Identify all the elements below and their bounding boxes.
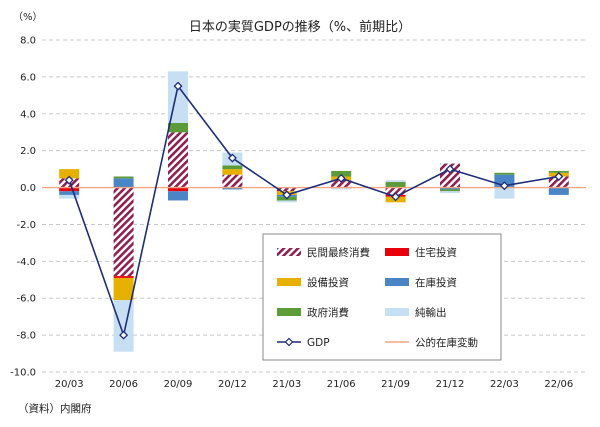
- gdp-marker: [119, 330, 129, 340]
- bar-segment-govt: [331, 170, 352, 177]
- bar-segment-consumption: [331, 180, 352, 188]
- bar-segment-housing: [168, 187, 188, 192]
- legend-label-housing: 住宅投資: [415, 246, 457, 259]
- y-tick-label: -6.0: [16, 294, 36, 305]
- bar-segment-inventory: [59, 191, 80, 195]
- bar-segment-consumption: [440, 163, 460, 188]
- y-tick-label: -10.0: [10, 368, 36, 379]
- legend-swatch-housing: [385, 248, 409, 256]
- bar-segment-consumption: [168, 132, 188, 188]
- bar-segment-inventory: [222, 187, 243, 190]
- bar-segment-govt: [222, 165, 243, 170]
- chart-title: 日本の実質GDPの推移（%、前期比）: [189, 19, 411, 35]
- x-tick-label: 21/06: [327, 379, 356, 390]
- bar-segment-govt: [440, 189, 460, 192]
- gdp-marker: [445, 164, 455, 174]
- legend-label-public_inventory: 公的在庫変動: [415, 336, 478, 349]
- bar-segment-govt: [168, 123, 188, 133]
- x-tick-label: 22/03: [490, 379, 519, 390]
- gdp-marker: [282, 190, 292, 200]
- bar-segment-govt: [385, 182, 406, 188]
- bar-segment-consumption: [276, 187, 297, 192]
- gdp-marker: [391, 192, 401, 202]
- legend-label-consumption: 民間最終消費: [307, 246, 370, 259]
- bar-segment-capex: [59, 169, 80, 179]
- legend-marker-gdp: [284, 337, 294, 347]
- bar-segment-inventory: [113, 178, 134, 188]
- legend-label-inventory: 在庫投資: [415, 276, 457, 289]
- bar-segment-consumption: [385, 187, 406, 195]
- y-tick-label: 2.0: [20, 146, 36, 157]
- bar-segment-netexports: [113, 300, 134, 352]
- bar-segment-netexports: [440, 191, 460, 194]
- bar-segment-netexports: [59, 194, 80, 199]
- y-tick-label: 4.0: [20, 109, 36, 120]
- x-tick-label: 20/03: [55, 379, 84, 390]
- x-tick-label: 20/12: [218, 379, 247, 390]
- x-tick-label: 21/03: [272, 379, 301, 390]
- legend-swatch-capex: [277, 278, 301, 286]
- y-tick-label: -2.0: [16, 220, 36, 231]
- bar-segment-govt: [494, 172, 515, 175]
- x-tick-label: 20/06: [109, 379, 138, 390]
- x-axis-ticks: 20/03 20/06 20/09 20/12 21/03 21/06 21/09 21/12…: [55, 379, 573, 390]
- bar-segment-housing: [113, 276, 134, 278]
- x-tick-label: 21/09: [381, 379, 410, 390]
- x-tick-label: 21/12: [436, 379, 465, 390]
- gdp-line: [64, 81, 564, 340]
- legend-swatch-govt: [277, 308, 301, 316]
- bar-segment-inventory: [440, 187, 460, 190]
- bar-segment-capex: [222, 169, 243, 175]
- y-tick-label: -8.0: [16, 331, 36, 342]
- bar-segment-housing: [59, 187, 80, 192]
- gdp-line-path: [68, 84, 559, 339]
- bar-segment-netexports: [276, 200, 297, 203]
- bar-segment-inventory: [168, 191, 188, 201]
- bar-segment-govt: [113, 176, 134, 179]
- bar-segment-consumption: [222, 174, 243, 188]
- bar-segment-netexports: [331, 187, 352, 190]
- bar-segment-consumption: [548, 176, 569, 188]
- legend-box: [262, 233, 502, 361]
- legend-swatch-inventory: [385, 278, 409, 286]
- y-axis-ticks: 8.0 6.0 4.0 2.0 0.0 -2.0 -4.0 -6.0 -8.0 -10.0: [10, 36, 36, 379]
- bar-segment-capex: [113, 277, 134, 301]
- gdp-marker: [336, 173, 346, 183]
- legend-label-line: GDP: [307, 337, 330, 349]
- gdp-marker: [227, 153, 237, 163]
- bar-segment-consumption: [113, 187, 134, 277]
- gdp-marker: [499, 181, 509, 191]
- y-tick-label: 6.0: [20, 72, 36, 83]
- legend-label-netexports: 純輸出: [415, 306, 447, 319]
- bar-segment-netexports: [385, 180, 406, 183]
- y-tick-label: -4.0: [16, 257, 36, 268]
- legend-label-govt: 政府消費: [307, 306, 349, 319]
- bar-segment-govt: [548, 170, 569, 173]
- gdp-marker: [173, 81, 183, 91]
- y-axis-unit: （%）: [13, 11, 43, 23]
- gdp-marker: [554, 171, 564, 182]
- x-tick-label: 20/09: [164, 379, 193, 390]
- y-tick-label: 0.0: [20, 183, 36, 194]
- bar-segment-netexports: [494, 187, 515, 199]
- legend-label-capex: 設備投資: [307, 276, 349, 289]
- x-tick-label: 22/06: [544, 379, 573, 390]
- legend-swatch-netexports: [385, 308, 409, 316]
- gdp-marker: [64, 175, 74, 185]
- y-tick-label: 8.0: [20, 36, 36, 47]
- legend-swatch-consumption: [277, 248, 301, 256]
- source-note: （資料）内閣府: [18, 402, 92, 415]
- bar-segment-inventory: [548, 187, 569, 195]
